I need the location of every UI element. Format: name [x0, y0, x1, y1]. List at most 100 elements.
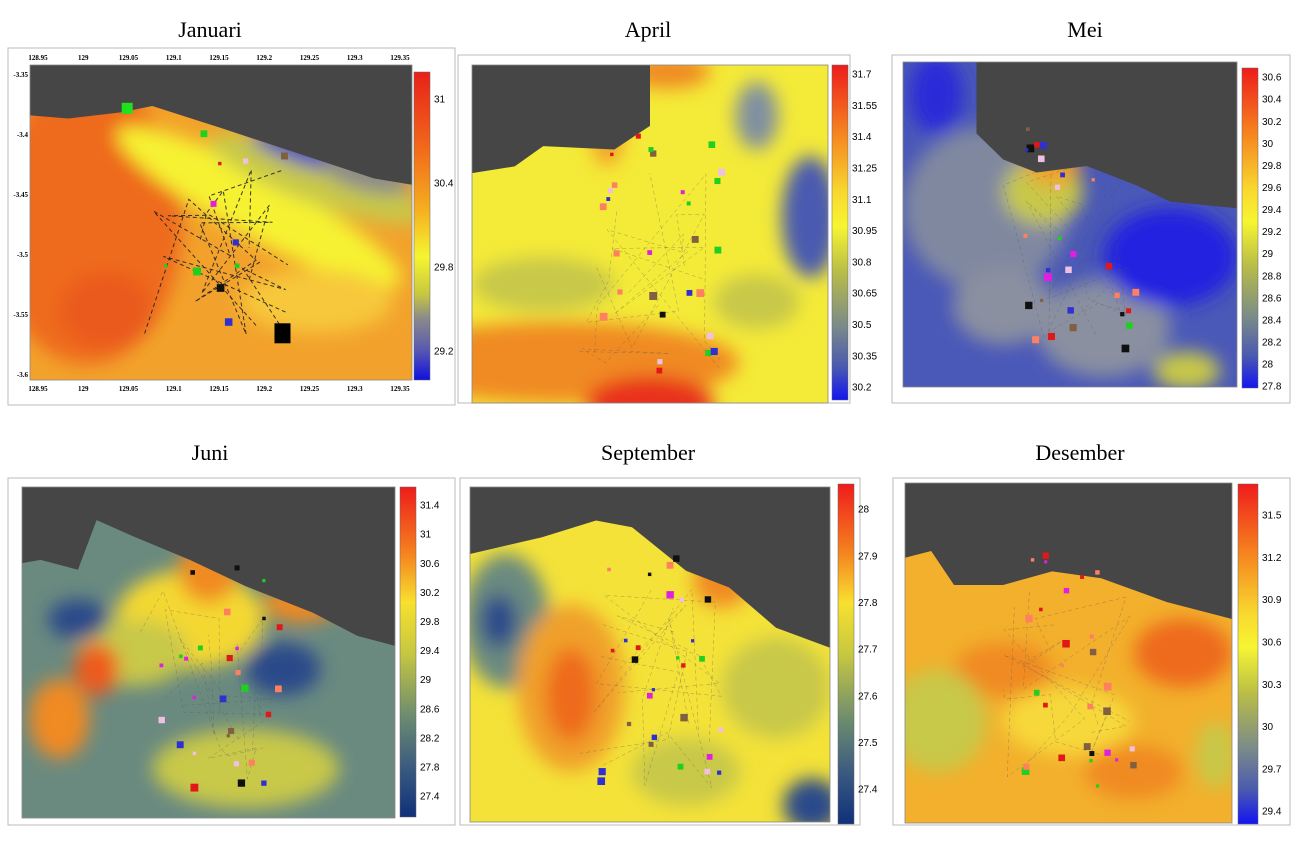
colorbar-label: 29.2	[434, 347, 454, 358]
station-marker	[606, 197, 610, 201]
station-marker	[1044, 273, 1052, 281]
station-marker	[607, 568, 611, 572]
station-marker	[1034, 690, 1040, 696]
station-marker	[249, 760, 255, 766]
contour-region	[1154, 351, 1221, 390]
station-marker	[1023, 234, 1027, 238]
station-marker	[600, 203, 607, 210]
contour-region	[632, 738, 740, 805]
station-marker	[233, 239, 239, 245]
colorbar-label: 29.4	[1262, 807, 1282, 818]
station-marker	[687, 290, 693, 296]
station-marker	[696, 289, 704, 297]
station-marker	[660, 312, 666, 318]
station-marker	[652, 688, 655, 691]
station-marker	[235, 565, 240, 570]
colorbar-label: 29.7	[1262, 764, 1282, 775]
station-marker	[1126, 308, 1131, 313]
station-marker	[699, 656, 705, 662]
station-marker	[198, 645, 203, 650]
colorbar-label: 27.4	[420, 792, 440, 803]
panel-title: Januari	[178, 17, 242, 42]
station-marker	[666, 591, 673, 598]
x-tick-label: 129.1	[166, 54, 182, 62]
colorbar-label: 29	[1262, 249, 1274, 260]
station-marker	[667, 562, 674, 569]
colorbar-label: 30	[1262, 139, 1274, 150]
colorbar-label: 27.5	[858, 738, 878, 749]
station-marker	[1043, 703, 1048, 708]
station-marker	[718, 169, 725, 176]
station-marker	[275, 685, 282, 692]
station-marker	[190, 784, 198, 792]
station-marker	[624, 639, 628, 643]
station-marker	[636, 645, 641, 650]
panel-title: Juni	[192, 440, 229, 465]
station-marker	[238, 779, 245, 786]
station-marker	[277, 624, 283, 630]
station-marker	[1092, 178, 1095, 181]
station-marker	[1048, 333, 1055, 340]
colorbar-label: 29.2	[1262, 227, 1282, 238]
station-marker	[717, 771, 721, 775]
colorbar-label: 30.5	[852, 320, 872, 331]
colorbar-label: 31.2	[1262, 553, 1282, 564]
colorbar-label: 29.6	[1262, 183, 1282, 194]
station-marker	[235, 263, 240, 268]
station-marker	[610, 153, 613, 156]
contour-region	[481, 594, 517, 648]
station-marker	[1080, 575, 1084, 579]
station-marker	[1132, 289, 1139, 296]
station-marker	[613, 250, 619, 256]
station-marker	[266, 712, 271, 717]
station-marker	[673, 555, 679, 561]
contour-region	[240, 270, 393, 333]
colorbar	[1242, 68, 1258, 388]
station-marker	[714, 178, 720, 184]
station-marker	[649, 292, 657, 300]
station-marker	[647, 250, 652, 255]
colorbar	[1238, 484, 1258, 824]
map-area	[903, 56, 1237, 391]
colorbar-label: 31.5	[1262, 511, 1282, 522]
station-marker	[262, 617, 265, 620]
station-marker	[608, 188, 613, 193]
station-marker	[719, 727, 724, 732]
panel-title: September	[601, 440, 696, 465]
colorbar-label: 30.35	[852, 351, 877, 362]
station-marker	[1089, 759, 1092, 762]
station-marker	[220, 695, 227, 702]
station-marker	[611, 649, 615, 653]
station-marker	[1114, 293, 1119, 298]
station-marker	[1084, 743, 1091, 750]
station-marker	[649, 742, 654, 747]
station-marker	[1130, 762, 1136, 768]
colorbar	[838, 484, 854, 824]
station-marker	[656, 368, 662, 374]
x-tick-label: 129.25	[300, 54, 320, 62]
y-tick-label: -3.4	[17, 131, 29, 139]
station-marker	[1090, 634, 1094, 638]
station-marker	[1064, 588, 1069, 593]
colorbar-label: 31.7	[852, 70, 872, 81]
colorbar-label: 29.4	[420, 646, 440, 657]
station-marker	[1025, 615, 1032, 622]
station-marker	[211, 201, 217, 207]
station-marker	[680, 598, 684, 602]
station-marker	[652, 735, 657, 740]
colorbar-label: 31	[420, 530, 432, 541]
station-marker	[193, 267, 201, 275]
station-marker	[600, 313, 608, 321]
colorbar-label: 27.8	[420, 763, 440, 774]
colorbar-label: 27.7	[858, 645, 878, 656]
x-tick-label: 129.35	[390, 54, 410, 62]
colorbar-label: 28.6	[1262, 293, 1282, 304]
station-marker	[227, 655, 233, 661]
station-marker	[657, 359, 662, 364]
map-area	[889, 483, 1236, 823]
station-marker	[227, 734, 230, 737]
colorbar-label: 31.25	[852, 164, 877, 175]
station-marker	[177, 741, 184, 748]
map-panel: Januari3130.429.829.2128.95128.951291291…	[0, 17, 455, 405]
contour-region	[953, 267, 1053, 345]
